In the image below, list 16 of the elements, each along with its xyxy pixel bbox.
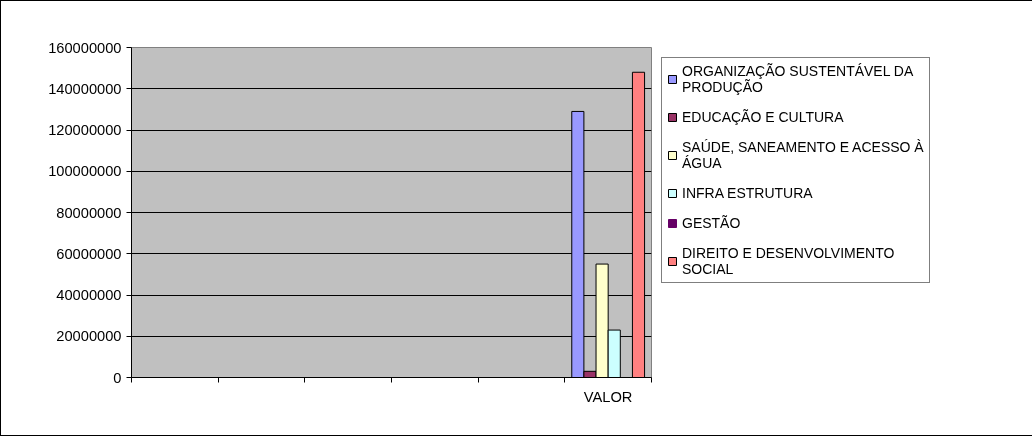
- y-tick-label: 20000000: [56, 328, 122, 345]
- y-tick-label: 140000000: [48, 80, 122, 97]
- x-tick-label: VALOR: [583, 388, 633, 405]
- y-tick-label: 120000000: [48, 122, 122, 138]
- y-tick-label: 0: [113, 369, 122, 386]
- y-tick-label: 80000000: [56, 204, 122, 221]
- y-tick-label: 40000000: [56, 287, 122, 303]
- legend-label: EDUCAÇÃO E CULTURA: [682, 109, 844, 125]
- y-tick-label: 60000000: [56, 245, 122, 262]
- legend-label: DIREITO E DESENVOLVIMENTO SOCIAL: [682, 245, 895, 277]
- y-tick-label: 160000000: [48, 39, 122, 56]
- y-tick-label: 100000000: [48, 163, 122, 180]
- legend-label: ORGANIZAÇÃO SUSTENTÁVEL DA PRODUÇÃO: [682, 63, 914, 95]
- legend-label: GESTÃO: [682, 215, 741, 231]
- legend-label: SAÚDE, SANEAMENTO E ACESSO À ÁGUA: [682, 139, 924, 171]
- legend-label: INFRA ESTRUTURA: [682, 185, 813, 201]
